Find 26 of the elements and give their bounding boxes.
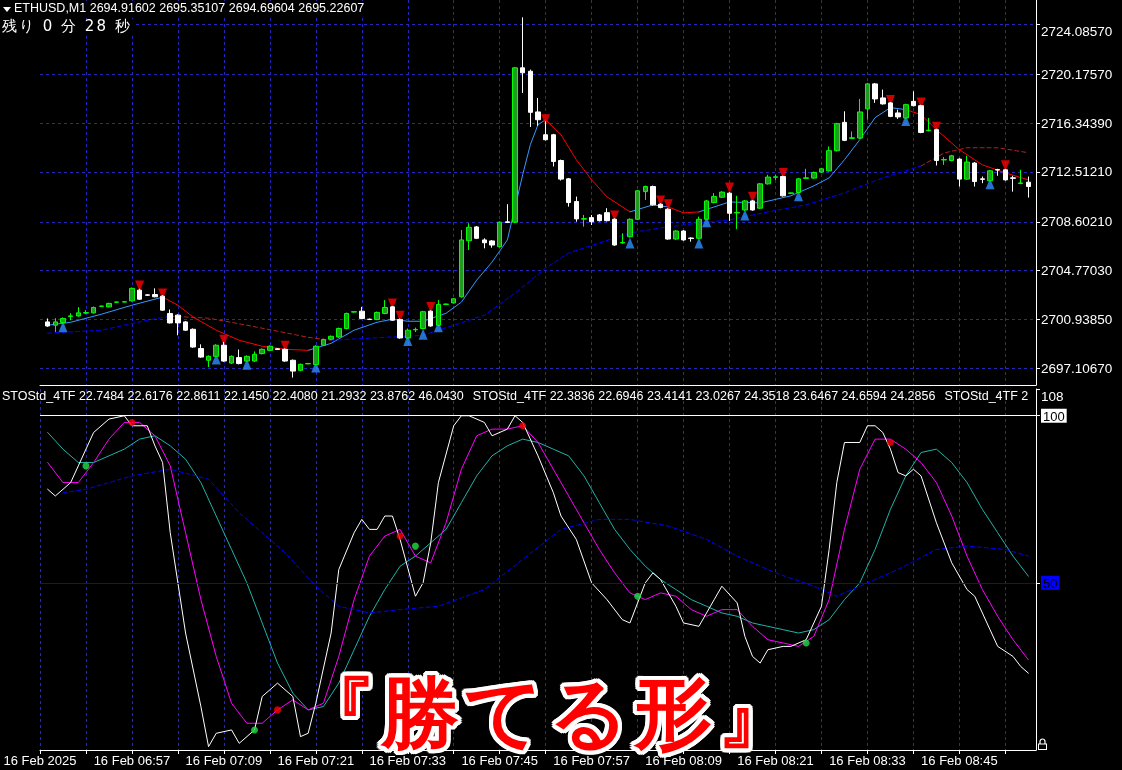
x-tick-label: 16 Feb 07:09 [185, 753, 263, 768]
y-tick-label: 2700.93850 [1041, 311, 1113, 327]
y-tick-label: 2720.17570 [1041, 66, 1113, 82]
annotation: STOStd_4TF 2 [944, 389, 1029, 404]
x-tick-label: 16 Feb 08:21 [737, 753, 814, 768]
x-tick-label: 16 Feb 08:33 [829, 753, 906, 768]
x-tick-label: 16 Feb 07:45 [461, 753, 538, 768]
y-tick-label: 2716.34390 [1041, 115, 1113, 131]
chart-title: ETHUSD,M1 2694.91602 2695.35107 2694.69604 2695.22607 [14, 1, 367, 16]
y-tick-label: 50 [1043, 575, 1058, 591]
x-tick-label: 16 Feb 07:33 [369, 753, 447, 768]
y-tick-label: 2704.77030 [1041, 263, 1113, 279]
y-tick-label: 100 [1043, 408, 1065, 424]
annotation: 残り 0 分 28 秒 [2, 17, 134, 35]
annotation: STOStd_4TF 22.3836 22.6946 23.4141 23.0267 24.3518 23.6467 24.6594 24.2856 [472, 389, 936, 404]
chart-title: STOStd_4TF 22.7484 22.6176 22.8611 22.1450 22.4080 21.2932 23.8762 46.0430 [2, 389, 464, 404]
y-tick-label: 2724.08570 [1041, 23, 1113, 39]
y-tick-label: 108 [1041, 388, 1064, 404]
x-tick-label: 16 Feb 2025 [3, 753, 77, 768]
y-tick-label: 2712.51210 [1041, 164, 1113, 180]
x-tick-label: 16 Feb 06:57 [93, 753, 171, 768]
x-tick-label: 16 Feb 07:57 [553, 753, 630, 768]
x-tick-label: 16 Feb 08:45 [921, 753, 998, 768]
y-tick-label: 2697.10670 [1041, 360, 1113, 376]
y-tick-label: 2708.60210 [1041, 214, 1113, 230]
x-tick-label: 16 Feb 07:21 [277, 753, 355, 768]
